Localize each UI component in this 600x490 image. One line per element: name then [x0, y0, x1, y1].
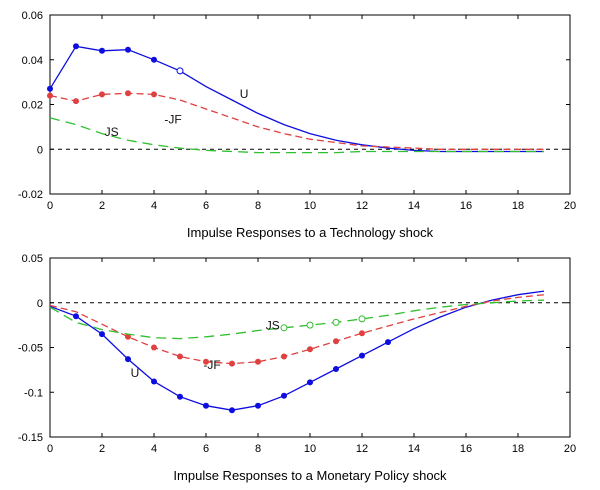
- series-U-marker: [177, 393, 183, 400]
- plot-box: [49, 14, 571, 195]
- monetary-policy-shock-chart: 0 2 4 6 8 10 12 14 16 18 20 -0.15 -0.1 -0.05 0 0.05 U -JF…: [0, 245, 600, 488]
- x-tick-label: 14: [408, 443, 420, 455]
- series-JF-marker: [359, 330, 365, 337]
- annotation-JS: JS: [266, 319, 280, 333]
- annotation--JF: -JF: [164, 113, 181, 127]
- x-tick-label: 2: [99, 443, 105, 455]
- technology-shock-plot: 0 2 4 6 8 10 12 14 16 18 20 -0.02 0 0.02 0.04 0.06 U -JF J…: [18, 10, 576, 212]
- series-JF-marker: [229, 360, 235, 367]
- x-tick-label: 0: [47, 200, 53, 212]
- series-JF-line: [49, 92, 544, 150]
- series-JF-marker: [125, 90, 131, 97]
- series-JS-open-marker: [358, 315, 366, 323]
- y-tick-label: 0: [37, 298, 43, 310]
- series-U-marker: [307, 379, 313, 386]
- series-JS-line: [49, 117, 544, 154]
- x-tick-label: 12: [356, 200, 368, 212]
- y-tick-label: 0: [37, 144, 43, 156]
- series-U-marker: [125, 356, 131, 363]
- series-JF-marker: [47, 92, 53, 99]
- series-JF-marker: [203, 358, 209, 365]
- y-tick-label: -0.05: [18, 343, 43, 355]
- y-tick-label: -0.1: [24, 387, 43, 399]
- series-JF-marker: [333, 338, 339, 345]
- x-tick-label: 18: [512, 443, 524, 455]
- annotation-U: U: [240, 87, 249, 101]
- x-tick-label: 12: [356, 443, 368, 455]
- series-JF-marker: [307, 346, 313, 353]
- x-tick-label: 20: [564, 200, 576, 212]
- x-tick-label: 16: [460, 200, 472, 212]
- series-JS-open-marker: [280, 324, 288, 332]
- series-JF-marker: [151, 91, 157, 98]
- series-JS-open-marker: [306, 321, 314, 329]
- series-JS-line: [49, 299, 545, 340]
- x-tick-label: 8: [255, 443, 261, 455]
- series-U-line: [49, 290, 545, 411]
- series-JF-marker: [99, 91, 105, 98]
- monetary-policy-shock-xlabel: Impulse Responses to a Monetary Policy s…: [173, 468, 447, 483]
- x-tick-label: 6: [203, 443, 209, 455]
- series-U-open-marker: [176, 67, 184, 75]
- x-tick-label: 2: [99, 200, 105, 212]
- y-tick-label: -0.02: [18, 189, 43, 201]
- series-JS-open-marker: [332, 318, 340, 326]
- series-JF-marker: [151, 344, 157, 351]
- technology-shock-xlabel: Impulse Responses to a Technology shock: [186, 225, 434, 240]
- series-JF-marker: [73, 98, 79, 105]
- series-U-marker: [151, 378, 157, 385]
- series-U-marker: [47, 85, 53, 92]
- series-U-marker: [73, 43, 79, 50]
- series-U-marker: [359, 352, 365, 359]
- series-U-marker: [281, 392, 287, 399]
- series-U-marker: [385, 339, 391, 346]
- monetary-policy-shock-plot: 0 2 4 6 8 10 12 14 16 18 20 -0.15 -0.1 -0.05 0 0.05 U -JF…: [18, 253, 576, 455]
- x-tick-label: 0: [47, 443, 53, 455]
- series-U-marker: [99, 331, 105, 338]
- annotation-U: U: [131, 366, 140, 380]
- series-U-marker: [333, 366, 339, 372]
- x-tick-label: 18: [512, 200, 524, 212]
- annotation-JS: JS: [105, 125, 119, 139]
- x-tick-label: 4: [151, 200, 157, 212]
- x-tick-label: 8: [255, 200, 261, 212]
- series-JF-marker: [281, 353, 287, 360]
- y-tick-label: -0.15: [18, 432, 43, 444]
- series-U-marker: [255, 402, 261, 409]
- x-tick-label: 10: [304, 200, 316, 212]
- annotation--JF: -JF: [203, 358, 220, 372]
- x-tick-label: 20: [564, 443, 576, 455]
- y-tick-label: 0.02: [22, 100, 43, 112]
- series-U-marker: [151, 56, 157, 63]
- x-tick-label: 6: [203, 200, 209, 212]
- series-U-marker: [125, 46, 131, 53]
- series-U-marker: [203, 402, 209, 409]
- x-tick-label: 10: [304, 443, 316, 455]
- technology-shock-chart: 0 2 4 6 8 10 12 14 16 18 20 -0.02 0 0.02 0.04 0.06 U -JF J…: [0, 2, 600, 245]
- series-U-marker: [73, 313, 79, 320]
- series-JF-marker: [125, 333, 131, 340]
- y-tick-label: 0.05: [22, 253, 43, 265]
- y-tick-label: 0.04: [22, 55, 43, 67]
- x-tick-label: 4: [151, 443, 157, 455]
- series-JF-marker: [177, 353, 183, 360]
- y-tick-label: 0.06: [22, 10, 43, 22]
- series-U-marker: [99, 47, 105, 54]
- series-U-line: [49, 45, 544, 153]
- x-tick-label: 14: [408, 200, 420, 212]
- series-U-marker: [229, 407, 235, 414]
- series-JF-marker: [255, 358, 261, 365]
- series-JF-line: [49, 294, 545, 365]
- x-tick-label: 16: [460, 443, 472, 455]
